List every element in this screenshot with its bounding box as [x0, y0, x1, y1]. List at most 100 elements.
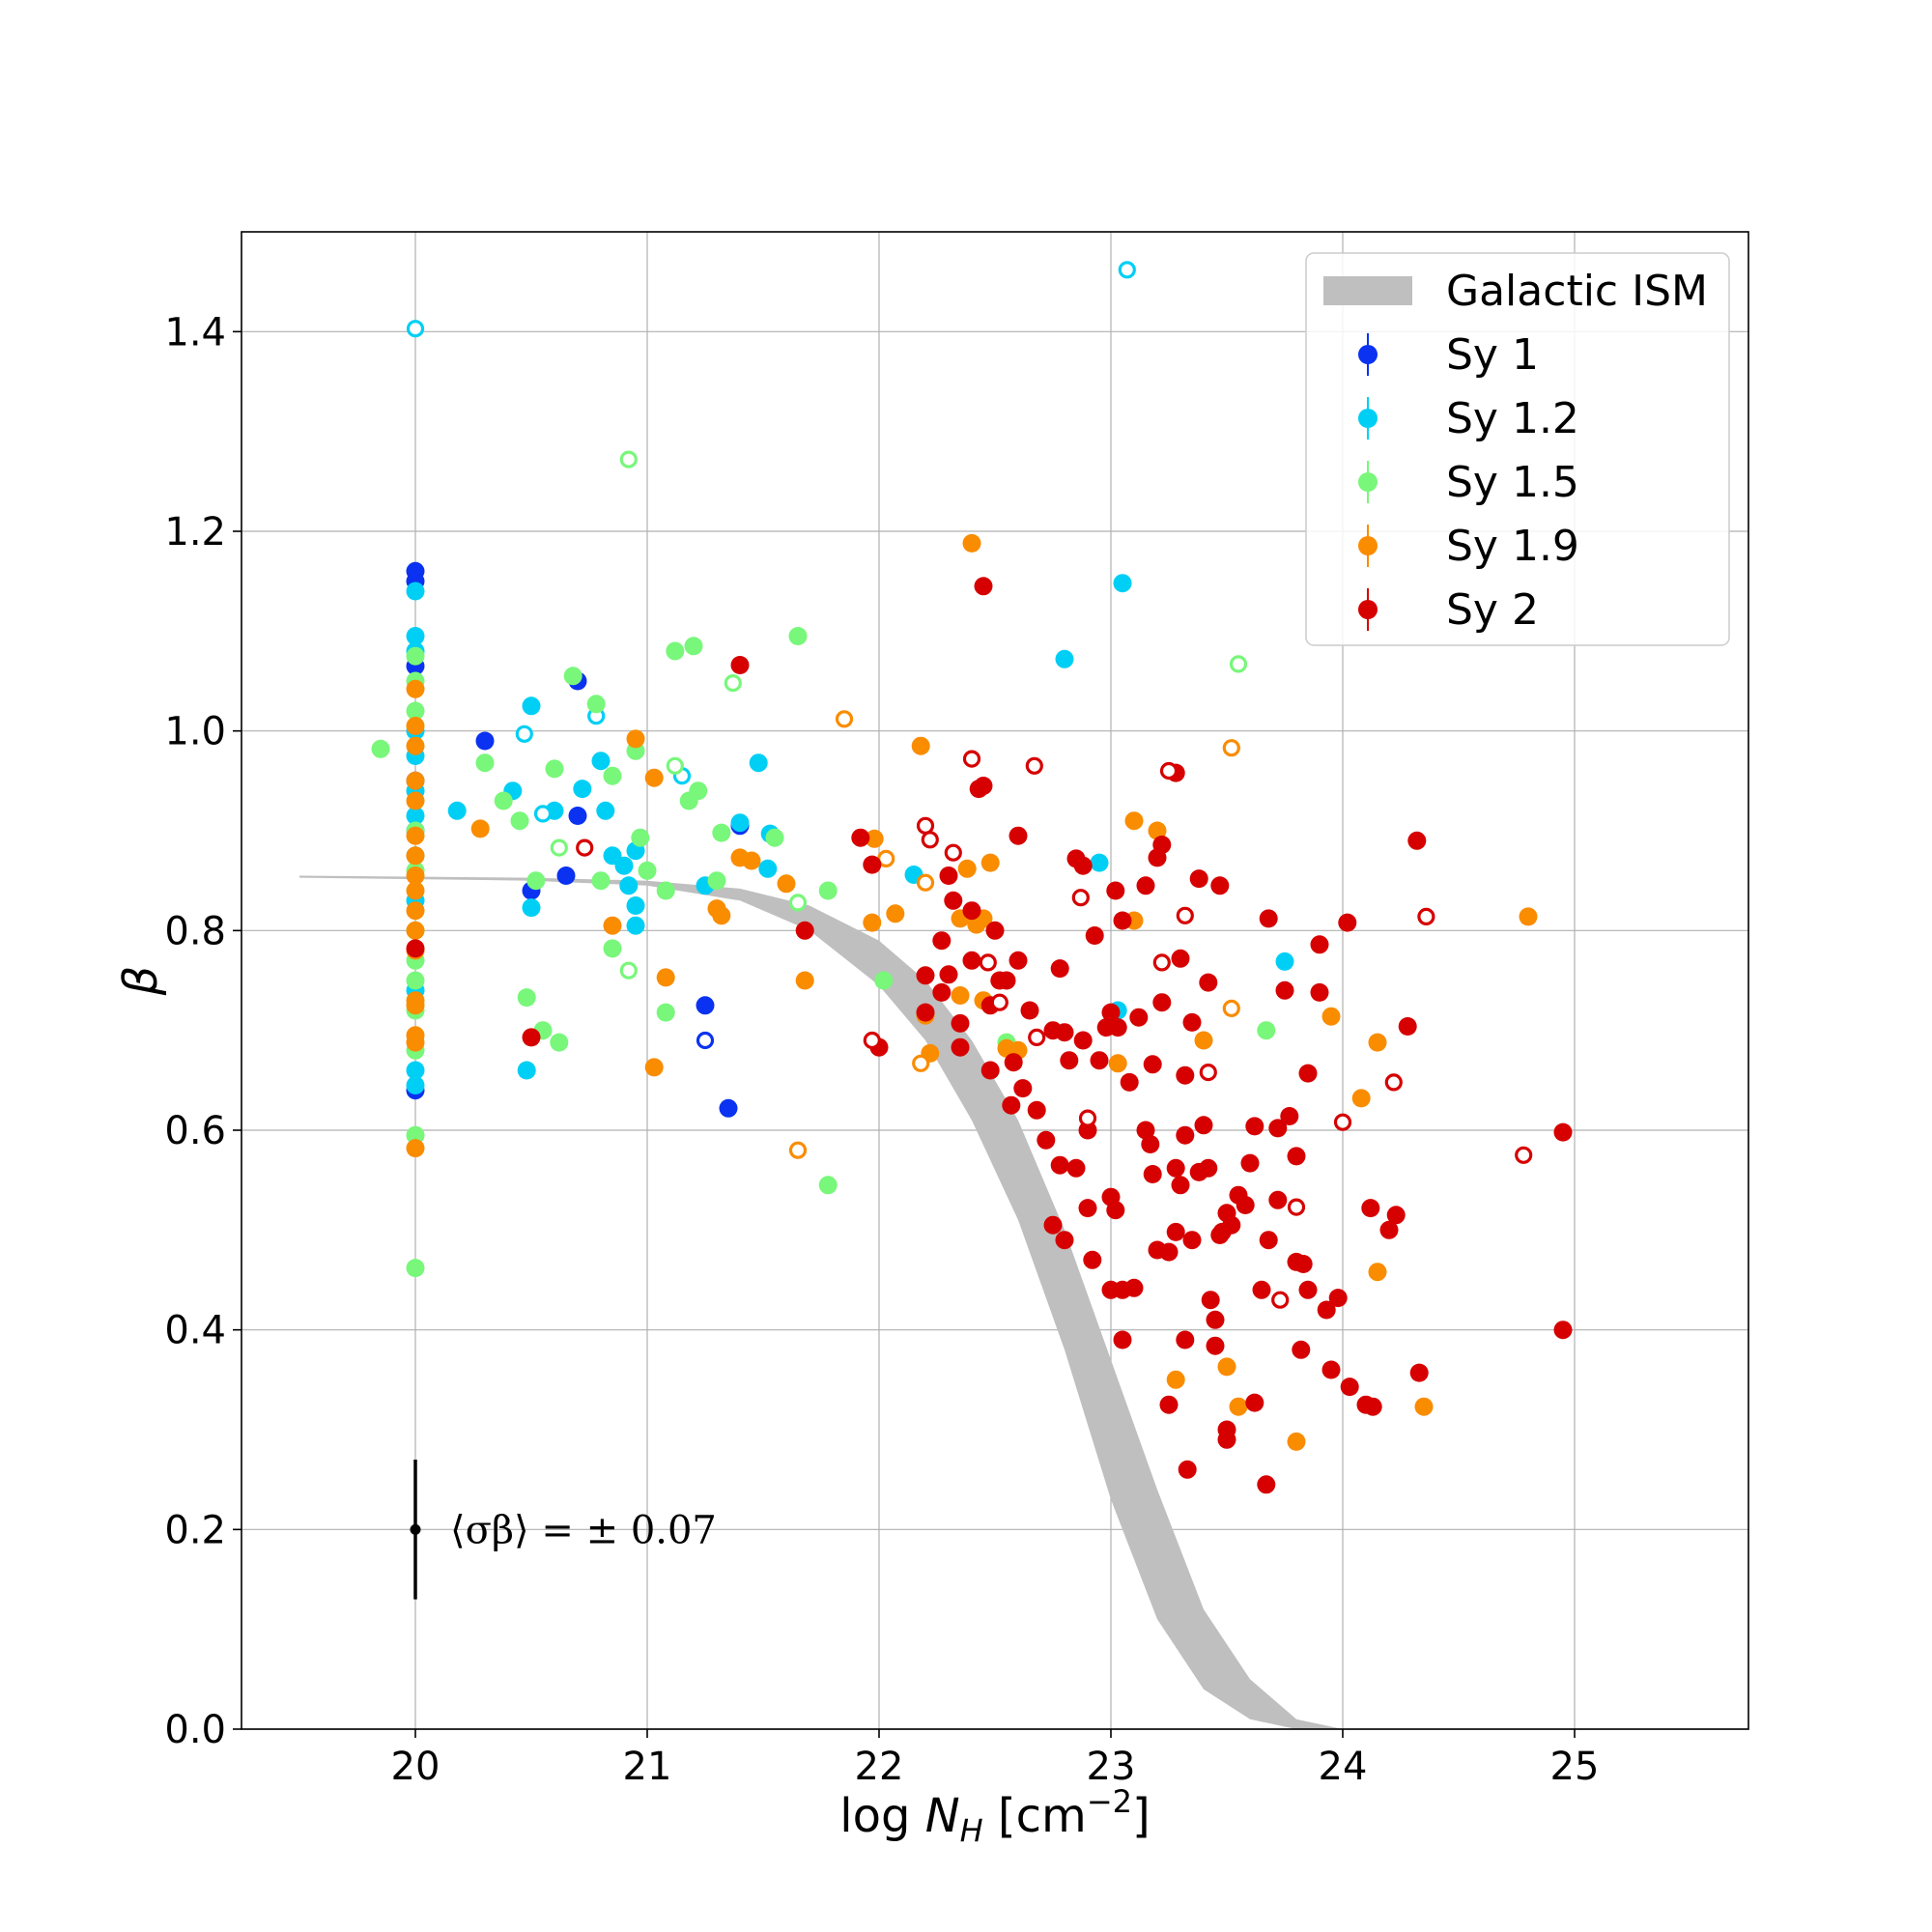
- point-sy-1-2: [730, 813, 750, 833]
- point-sy-2: [1553, 1122, 1573, 1142]
- point-sy-2: [1361, 1199, 1380, 1218]
- y-tick-label: 1.0: [164, 710, 226, 754]
- legend-label-sy-1: Sy 1: [1446, 330, 1539, 380]
- point-open-sy-2: [962, 750, 981, 768]
- point-sy-2: [1268, 1190, 1288, 1209]
- point-sy-2: [1176, 1330, 1195, 1350]
- point-sy-2: [1206, 1310, 1225, 1329]
- point-sy-1-9: [742, 851, 761, 870]
- point-sy-1-5: [689, 781, 708, 801]
- point-sy-1-5: [371, 739, 390, 758]
- point-sy-2: [951, 1037, 970, 1057]
- point-sy-1-5: [707, 871, 726, 891]
- point-sy-1-5: [684, 637, 703, 656]
- point-open-sy-1-2: [406, 320, 425, 338]
- point-sy-1-9: [406, 901, 425, 921]
- point-sy-2: [916, 1003, 935, 1022]
- point-sy-2: [980, 1061, 1000, 1080]
- point-sy-1-2: [1055, 649, 1074, 668]
- legend-marker-sy-1-9: [1358, 536, 1378, 555]
- point-sy-1-5: [510, 811, 529, 831]
- point-sy-1-5: [788, 627, 808, 645]
- point-open-sy-2: [1515, 1146, 1533, 1164]
- point-sy-2: [522, 1028, 541, 1047]
- legend-entry-sy-1-2: Sy 1.2: [1358, 394, 1579, 443]
- point-sy-2: [1199, 1158, 1218, 1178]
- point-sy-1-2: [626, 896, 645, 915]
- point-sy-1-9: [406, 867, 425, 885]
- point-sy-2: [951, 1013, 970, 1033]
- point-sy-2: [1159, 1395, 1179, 1414]
- point-sy-1-9: [1108, 1054, 1127, 1073]
- x-axis-ticks: 20 21 22 23 24 25: [391, 1729, 1599, 1789]
- point-sy-1-9: [1287, 1432, 1306, 1451]
- point-sy-1-2: [573, 780, 592, 799]
- point-sy-2: [1037, 1130, 1056, 1150]
- point-sy-2: [1050, 959, 1069, 979]
- point-sy-1: [556, 867, 576, 885]
- point-sy-2: [1152, 993, 1172, 1012]
- legend-label-sy-1-2: Sy 1.2: [1446, 394, 1579, 443]
- point-sy-2: [1398, 1017, 1417, 1036]
- point-sy-1-5: [406, 1125, 425, 1145]
- point-sy-1-2: [591, 752, 611, 771]
- point-open-sy-1-5: [619, 961, 638, 980]
- data-points: [371, 261, 1573, 1494]
- point-open-sy-1-9: [1222, 999, 1240, 1018]
- point-sy-1: [568, 807, 587, 825]
- point-sy-1-5: [1257, 1021, 1276, 1040]
- point-sy-1-9: [656, 968, 675, 987]
- point-open-sy-1-9: [835, 710, 854, 728]
- point-open-sy-2: [1287, 1198, 1306, 1216]
- point-sy-1-9: [1166, 1370, 1185, 1389]
- point-sy-2: [1120, 1072, 1139, 1092]
- point-sy-1-2: [626, 916, 645, 935]
- point-sy-1-9: [911, 736, 930, 755]
- x-axis-label-close: ]: [1132, 1789, 1151, 1843]
- point-sy-1-9: [795, 971, 814, 990]
- point-sy-1-9: [1321, 1007, 1341, 1026]
- legend-entry-sy-1-5: Sy 1.5: [1358, 458, 1579, 507]
- series-sy-2: [406, 577, 1573, 1494]
- point-sy-2: [1013, 1079, 1033, 1098]
- point-sy-1-9: [406, 736, 425, 755]
- point-sy-1-9: [1148, 821, 1167, 840]
- point-open-sy-2: [1417, 907, 1435, 926]
- point-sy-1-5: [818, 881, 838, 900]
- point-open-sy-1-5: [666, 756, 684, 775]
- point-sy-1-5: [591, 871, 611, 891]
- point-sy-1-9: [980, 853, 1000, 872]
- point-sy-1-2: [596, 801, 615, 820]
- y-tick-label: 0.2: [164, 1508, 226, 1552]
- legend-swatch-galactic-ism: [1323, 276, 1412, 305]
- point-sy-1-5: [406, 971, 425, 990]
- point-sy-2: [1210, 876, 1230, 895]
- point-sy-2: [1085, 926, 1104, 945]
- point-sy-1-9: [865, 829, 884, 848]
- point-sy-1-9: [406, 921, 425, 940]
- point-sy-2: [932, 931, 952, 951]
- point-sy-1-9: [470, 819, 490, 838]
- point-sy-2: [795, 921, 814, 940]
- point-sy-2: [1009, 826, 1028, 845]
- point-sy-2: [1182, 1231, 1202, 1250]
- point-sy-1-5: [656, 881, 675, 900]
- point-sy-1-2: [406, 807, 425, 825]
- point-sy-1-9: [644, 1058, 664, 1077]
- point-sy-2: [1310, 935, 1329, 954]
- point-open-sy-1-5: [550, 838, 568, 857]
- point-open-sy-2: [979, 953, 997, 972]
- point-sy-1-9: [1124, 811, 1144, 831]
- x-tick-label: 24: [1319, 1745, 1368, 1789]
- y-tick-label: 0.6: [164, 1109, 226, 1153]
- point-sy-2: [1317, 1300, 1336, 1320]
- point-sy-2: [1171, 1176, 1190, 1195]
- point-sy-2: [1194, 1116, 1213, 1135]
- point-sy-2: [1259, 1231, 1278, 1250]
- point-sy-2: [1236, 1196, 1255, 1214]
- point-open-sy-1-5: [724, 673, 742, 693]
- point-sy-2: [730, 656, 750, 674]
- point-sy-1-9: [644, 768, 664, 787]
- point-sy-2: [1159, 1242, 1179, 1262]
